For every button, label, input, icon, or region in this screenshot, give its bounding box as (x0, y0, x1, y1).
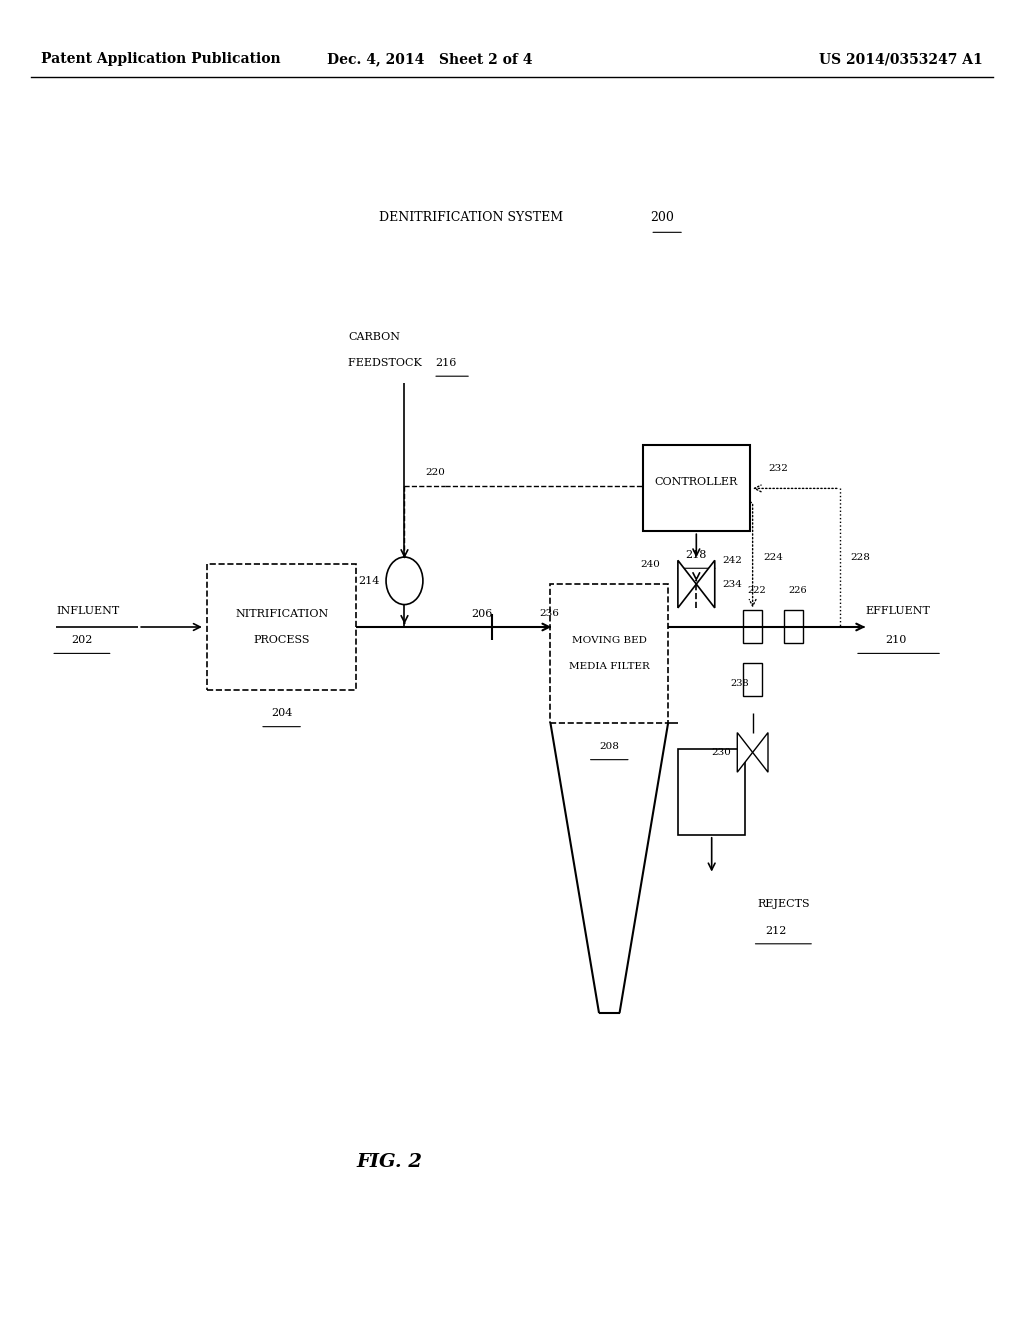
Text: Patent Application Publication: Patent Application Publication (41, 53, 281, 66)
Text: 202: 202 (72, 635, 92, 645)
Bar (743, 663, 762, 696)
Text: NITRIFICATION: NITRIFICATION (234, 609, 329, 619)
Bar (643, 445, 750, 531)
Bar (784, 610, 803, 643)
Polygon shape (737, 733, 753, 772)
Text: 214: 214 (358, 576, 380, 586)
Text: 240: 240 (640, 560, 659, 569)
Text: 234: 234 (722, 579, 741, 589)
Text: 228: 228 (850, 553, 869, 562)
Text: REJECTS: REJECTS (758, 899, 810, 909)
Text: 236: 236 (540, 610, 559, 618)
Text: 210: 210 (886, 635, 906, 645)
Bar (207, 565, 356, 689)
Text: 206: 206 (471, 609, 493, 619)
Bar (551, 583, 668, 722)
Text: 242: 242 (722, 556, 741, 565)
Text: 212: 212 (766, 925, 786, 936)
Polygon shape (753, 733, 768, 772)
Text: 216: 216 (435, 358, 457, 368)
Text: MEDIA FILTER: MEDIA FILTER (569, 663, 649, 671)
Text: INFLUENT: INFLUENT (56, 606, 120, 616)
Polygon shape (678, 560, 696, 607)
Text: US 2014/0353247 A1: US 2014/0353247 A1 (819, 53, 983, 66)
Text: MOVING BED: MOVING BED (571, 636, 647, 644)
Text: EFFLUENT: EFFLUENT (865, 606, 930, 616)
Bar (743, 610, 762, 643)
Text: DENITRIFICATION SYSTEM: DENITRIFICATION SYSTEM (379, 211, 567, 224)
Text: FEEDSTOCK: FEEDSTOCK (348, 358, 426, 368)
Text: 220: 220 (425, 469, 444, 477)
Text: 200: 200 (650, 211, 674, 224)
Text: CONTROLLER: CONTROLLER (654, 477, 738, 487)
Text: 232: 232 (768, 465, 787, 473)
Text: PROCESS: PROCESS (253, 635, 310, 645)
Text: 226: 226 (788, 586, 807, 595)
Text: 222: 222 (748, 586, 766, 595)
Text: FIG. 2: FIG. 2 (356, 1152, 422, 1171)
Text: 218: 218 (686, 550, 707, 560)
Text: 230: 230 (712, 748, 731, 756)
Text: 224: 224 (763, 553, 782, 562)
Bar (678, 750, 745, 836)
Text: 204: 204 (271, 709, 292, 718)
Text: Dec. 4, 2014   Sheet 2 of 4: Dec. 4, 2014 Sheet 2 of 4 (328, 53, 532, 66)
Text: CARBON: CARBON (348, 331, 400, 342)
Polygon shape (696, 560, 715, 607)
Text: 238: 238 (730, 678, 749, 688)
Text: 208: 208 (599, 742, 620, 751)
